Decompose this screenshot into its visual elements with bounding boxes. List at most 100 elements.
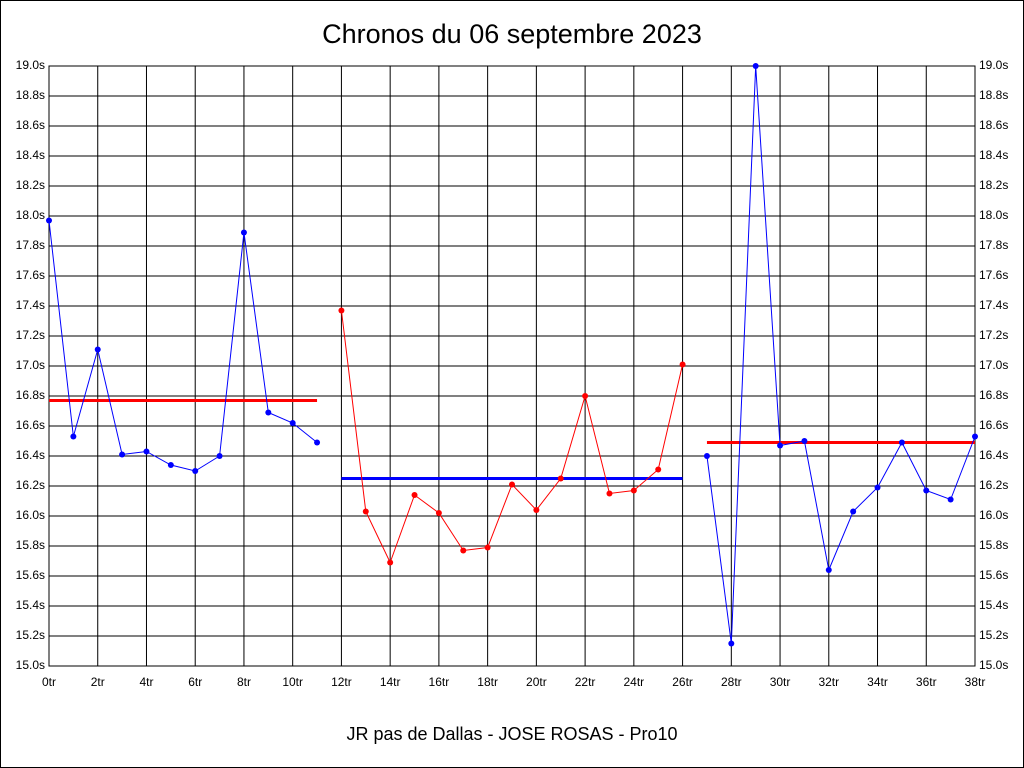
x-tick-label: 6tr xyxy=(188,675,202,689)
data-point xyxy=(777,442,784,449)
y-tick-label-right: 16.8s xyxy=(979,388,1008,402)
data-point xyxy=(972,433,978,440)
data-point xyxy=(582,393,589,399)
y-tick-label: 17.2s xyxy=(16,328,45,342)
data-point xyxy=(801,438,808,444)
data-point xyxy=(728,640,735,647)
data-point xyxy=(289,420,296,426)
series-line xyxy=(706,65,976,644)
data-point xyxy=(216,453,223,459)
data-point xyxy=(167,462,174,468)
data-point xyxy=(70,433,77,440)
x-tick-label: 18tr xyxy=(477,675,498,689)
y-tick-label-right: 18.2s xyxy=(979,178,1008,192)
data-point xyxy=(752,63,759,69)
y-tick-label: 15.2s xyxy=(16,628,45,642)
data-point xyxy=(825,567,832,573)
x-tick-label: 8tr xyxy=(237,675,251,689)
series-line xyxy=(48,220,318,472)
x-axis-label: JR pas de Dallas - JOSE ROSAS - Pro10 xyxy=(346,724,677,744)
y-tick-label-right: 19.0s xyxy=(979,58,1008,72)
y-tick-label-right: 18.6s xyxy=(979,118,1008,132)
data-point xyxy=(947,496,954,503)
y-tick-label: 15.6s xyxy=(16,568,45,582)
x-tick-label: 36tr xyxy=(916,675,937,689)
y-tick-label: 18.0s xyxy=(16,208,45,222)
data-point xyxy=(362,508,369,515)
data-point xyxy=(533,507,540,513)
data-point xyxy=(240,229,247,236)
x-tick-label: 10tr xyxy=(282,675,303,689)
y-tick-label-right: 16.6s xyxy=(979,418,1008,432)
y-tick-label: 16.4s xyxy=(16,448,45,462)
data-point xyxy=(630,487,637,494)
y-tick-label-right: 17.0s xyxy=(979,358,1008,372)
data-point xyxy=(338,307,345,314)
x-tick-label: 0tr xyxy=(42,675,56,689)
y-tick-label-right: 16.2s xyxy=(979,478,1008,492)
chart-title: Chronos du 06 septembre 2023 xyxy=(322,19,702,49)
y-tick-label-right: 15.4s xyxy=(979,598,1008,612)
y-tick-label: 15.0s xyxy=(16,658,45,672)
y-tick-label-right: 15.8s xyxy=(979,538,1008,552)
data-point xyxy=(94,346,101,353)
data-point xyxy=(655,466,662,473)
y-tick-label: 17.8s xyxy=(16,238,45,252)
x-tick-label: 2tr xyxy=(91,675,105,689)
y-tick-label-right: 17.8s xyxy=(979,238,1008,252)
x-tick-label: 26tr xyxy=(672,675,693,689)
y-tick-label-right: 17.6s xyxy=(979,268,1008,282)
y-tick-label: 18.6s xyxy=(16,118,45,132)
y-tick-label-right: 15.0s xyxy=(979,658,1008,672)
y-tick-label-right: 17.4s xyxy=(979,298,1008,312)
data-point xyxy=(314,439,321,446)
y-tick-label-right: 15.6s xyxy=(979,568,1008,582)
y-tick-label: 18.4s xyxy=(16,148,45,162)
y-tick-label: 18.8s xyxy=(16,88,45,102)
y-tick-label-right: 16.0s xyxy=(979,508,1008,522)
y-tick-label: 19.0s xyxy=(16,58,45,72)
data-point xyxy=(606,490,613,497)
x-tick-label: 16tr xyxy=(429,675,450,689)
x-tick-label: 32tr xyxy=(818,675,839,689)
y-tick-label: 16.0s xyxy=(16,508,45,522)
y-tick-label: 16.6s xyxy=(16,418,45,432)
data-point xyxy=(143,448,150,455)
y-tick-label-right: 18.0s xyxy=(979,208,1008,222)
data-point xyxy=(557,475,564,482)
data-point xyxy=(192,468,199,474)
x-tick-label: 12tr xyxy=(331,675,352,689)
data-point xyxy=(509,481,515,488)
data-point xyxy=(874,484,881,491)
y-tick-label: 17.0s xyxy=(16,358,45,372)
x-tick-label: 30tr xyxy=(770,675,791,689)
x-tick-label: 14tr xyxy=(380,675,401,689)
x-tick-label: 24tr xyxy=(623,675,644,689)
data-point xyxy=(435,510,442,516)
x-tick-label: 20tr xyxy=(526,675,547,689)
x-tick-label: 34tr xyxy=(867,675,888,689)
data-point xyxy=(460,547,467,554)
data-point xyxy=(46,217,52,224)
data-point xyxy=(850,508,857,515)
data-point xyxy=(265,409,272,416)
y-tick-label: 16.8s xyxy=(16,388,45,402)
x-tick-label: 4tr xyxy=(139,675,153,689)
plot-frame xyxy=(48,65,976,667)
data-point xyxy=(119,451,126,458)
data-point xyxy=(387,559,394,566)
y-tick-label: 18.2s xyxy=(16,178,45,192)
y-tick-label-right: 18.4s xyxy=(979,148,1008,162)
data-point xyxy=(411,492,418,498)
y-tick-label-right: 18.8s xyxy=(979,88,1008,102)
data-point xyxy=(484,544,491,551)
y-tick-label: 16.2s xyxy=(16,478,45,492)
data-point xyxy=(679,361,686,368)
data-point xyxy=(898,439,905,446)
data-point xyxy=(923,487,930,494)
x-tick-label: 38tr xyxy=(965,675,986,689)
data-point xyxy=(703,453,710,459)
y-tick-label-right: 16.4s xyxy=(979,448,1008,462)
